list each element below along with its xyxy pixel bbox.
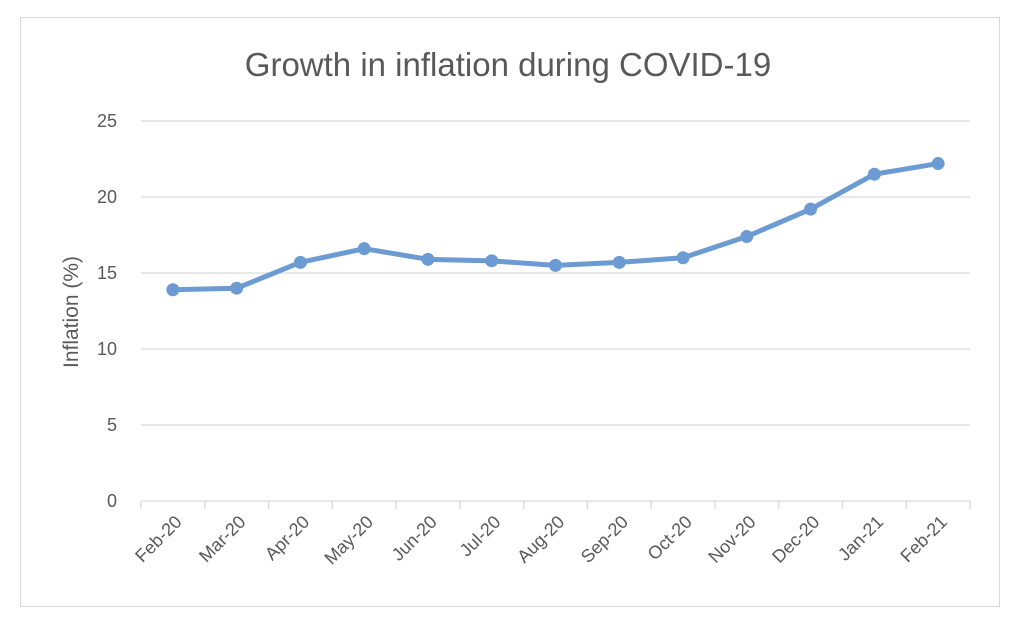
y-tick-label: 0 — [107, 491, 117, 511]
data-point — [357, 242, 371, 256]
x-tick-label: Mar-20 — [195, 512, 249, 566]
data-point — [293, 255, 307, 269]
x-tick-label: Nov-20 — [704, 512, 759, 567]
y-tick-labels: 0 5 10 15 20 25 — [97, 111, 117, 511]
y-tick-label: 5 — [107, 415, 117, 435]
y-axis-title: Inflation (%) — [60, 256, 83, 368]
x-tick-label: Jan-21 — [834, 512, 887, 565]
x-tick-label: Oct-20 — [644, 512, 696, 564]
data-point — [867, 167, 881, 181]
x-tick-labels: Feb-20 Mar-20 Apr-20 May-20 Jun-20 Jul-20 Aug-… — [131, 512, 951, 569]
x-tick-label: Apr-20 — [261, 512, 313, 564]
x-tick-label: Dec-20 — [768, 512, 823, 567]
chart-frame — [20, 17, 1000, 607]
x-tick-label: Feb-21 — [896, 512, 950, 566]
series-layer — [166, 157, 945, 297]
data-point — [166, 283, 180, 297]
y-tick-label: 10 — [97, 339, 117, 359]
data-point — [931, 157, 945, 171]
chart-title: Growth in inflation during COVID-19 — [245, 46, 771, 83]
x-tick-label: May-20 — [320, 512, 377, 569]
data-point — [676, 251, 690, 265]
data-point — [421, 252, 435, 266]
x-tick-label: Sep-20 — [577, 512, 632, 567]
x-tick-label: Aug-20 — [513, 512, 568, 567]
data-point — [740, 230, 754, 244]
data-point — [230, 281, 244, 295]
x-tick-label: Jun-20 — [388, 512, 441, 565]
y-tick-label: 20 — [97, 187, 117, 207]
data-point — [485, 254, 499, 268]
gridlines — [140, 120, 971, 509]
data-point — [612, 255, 626, 269]
data-point — [804, 202, 818, 216]
data-point — [549, 258, 562, 272]
y-tick-label: 25 — [97, 111, 117, 131]
x-tick-label: Jul-20 — [456, 512, 505, 561]
y-tick-label: 15 — [97, 263, 117, 283]
x-tick-label: Feb-20 — [131, 512, 185, 566]
